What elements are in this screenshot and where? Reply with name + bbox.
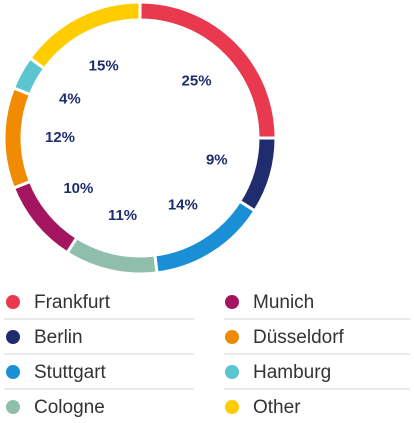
- donut-segment: [237, 136, 278, 213]
- legend-label: Frankfurt: [34, 292, 111, 313]
- legend-label: Berlin: [34, 327, 83, 348]
- legend-label: Düsseldorf: [253, 327, 345, 348]
- data-label: 25%: [182, 72, 212, 89]
- legend-swatch: [225, 365, 239, 379]
- donut-segment: [2, 85, 33, 191]
- legend-label: Cologne: [34, 397, 105, 418]
- donut-segment: [138, 0, 278, 140]
- legend-swatch: [225, 330, 239, 344]
- legend-swatch: [6, 365, 20, 379]
- data-label: 11%: [108, 207, 137, 224]
- legend-label: Stuttgart: [34, 362, 107, 383]
- legend-label: Hamburg: [253, 362, 331, 383]
- data-label: 10%: [63, 180, 93, 197]
- data-label: 9%: [206, 151, 228, 168]
- legend-label: Munich: [253, 292, 314, 313]
- data-label: 14%: [168, 197, 198, 214]
- legend-swatch: [225, 400, 239, 414]
- legend-swatch: [6, 330, 20, 344]
- legend-swatch: [6, 400, 20, 414]
- legend-label: Other: [253, 397, 301, 418]
- donut-segment: [65, 235, 159, 276]
- data-label: 15%: [89, 58, 119, 75]
- data-label: 12%: [45, 129, 75, 146]
- data-label: 4%: [59, 90, 81, 107]
- legend-swatch: [225, 295, 239, 309]
- legend-swatch: [6, 295, 20, 309]
- donut-segment: [27, 0, 142, 71]
